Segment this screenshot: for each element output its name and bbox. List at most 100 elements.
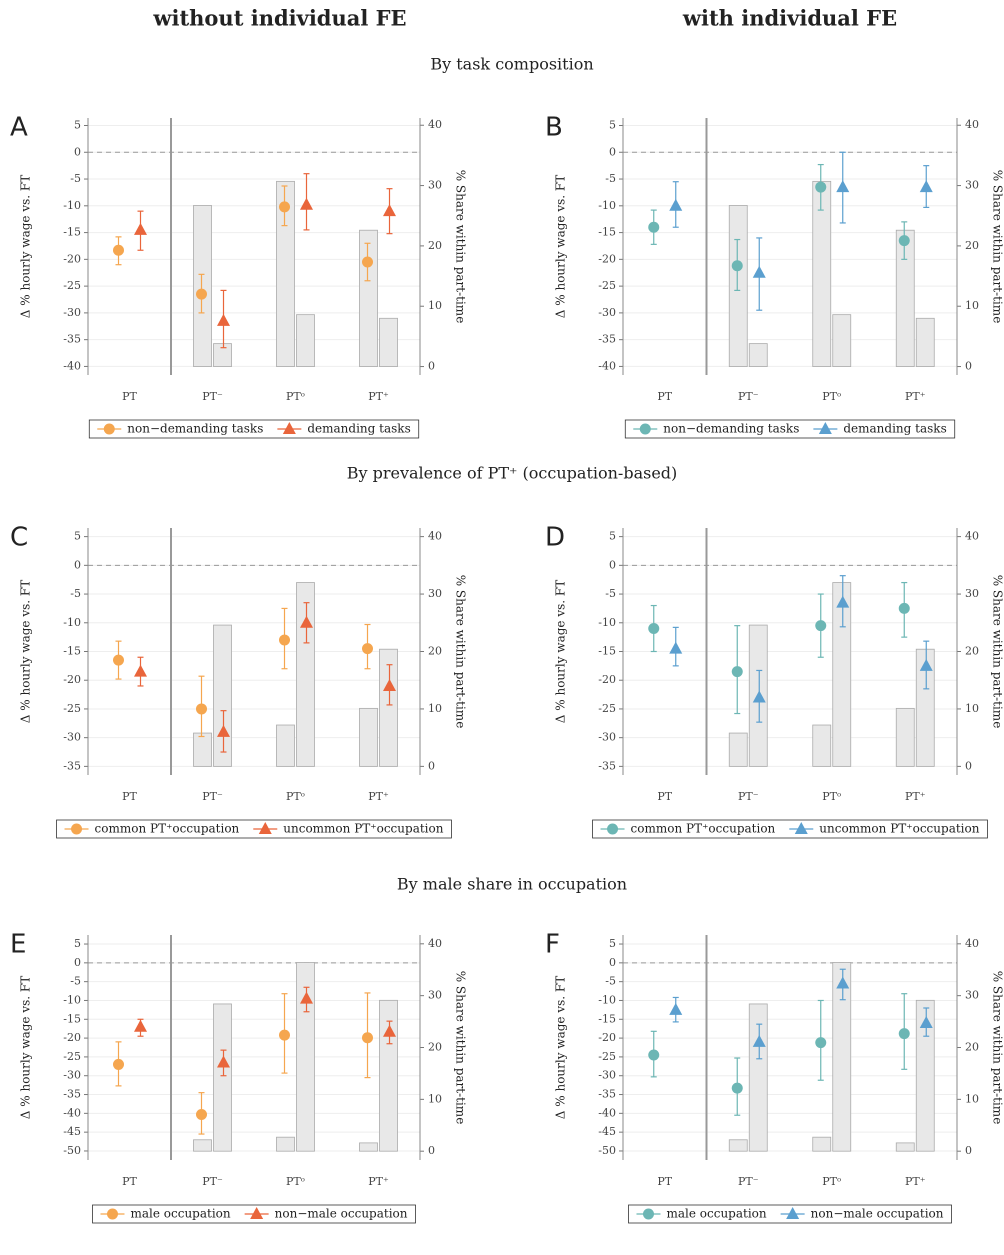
x-tick-label: PT⁻ [202,790,223,803]
point [113,654,124,666]
point [815,1037,827,1049]
legend-marker [794,822,808,834]
y-tick-label: -40 [598,1106,616,1119]
x-tick-label: PT⁺ [905,390,926,403]
bar [359,229,378,367]
bar [379,317,398,367]
legend-label: demanding tasks [307,422,410,436]
panel-label: B [545,113,563,143]
legend: male occupation non−male occupation [92,1204,416,1224]
point [898,235,910,247]
point [731,1082,743,1094]
y-tick-label: -50 [598,1144,616,1157]
legend-box [88,419,420,439]
y-tick-label: -5 [70,172,81,185]
x-tick-label: PT⁻ [738,1175,759,1188]
point [383,678,396,691]
point [217,724,230,737]
y-tick-label: -25 [63,702,81,715]
bar [379,648,398,767]
panel-label: E [10,930,26,960]
point [362,643,373,655]
bar [193,732,212,767]
legend-marker [786,1207,800,1219]
y-tick-label: -10 [598,616,616,629]
bar [812,724,832,767]
x-tick-label: PT⁻ [202,390,223,403]
y2-axis-label: % Share within part-time [991,575,1004,729]
x-tick-label: PTᵒ [822,1175,841,1188]
bar [915,999,935,1152]
y2-tick-label: 30 [965,989,979,1002]
bar [895,1142,915,1152]
legend-marker [250,1207,264,1219]
y2-tick-label: 30 [428,587,442,600]
legend-marker [258,822,272,834]
y2-tick-label: 40 [965,937,979,950]
x-tick-label: PTᵒ [286,790,305,803]
point [919,1016,933,1029]
y2-axis-label: % Share within part-time [454,575,468,729]
bar [193,1139,212,1152]
point [648,221,660,233]
point [113,244,124,256]
point [113,1058,124,1070]
point [752,265,766,278]
column-title: without individual FE [152,6,406,31]
bar [276,180,295,367]
bar [296,314,315,367]
legend: male occupation non−male occupation [628,1204,952,1224]
y2-tick-label: 0 [965,360,972,373]
point [362,1032,373,1044]
y-tick-label: -30 [63,731,81,744]
y2-tick-label: 20 [965,645,979,658]
legend-label: non−male occupation [275,1207,408,1221]
y-tick-label: 5 [609,937,616,950]
legend-marker [607,823,619,835]
y-tick-label: -25 [63,279,81,292]
y2-tick-label: 40 [965,118,979,131]
y-tick-label: -45 [63,1125,81,1138]
point [669,1002,683,1015]
x-tick-label: PT⁺ [368,790,389,803]
y2-tick-label: 10 [428,1092,442,1105]
y-tick-label: 5 [609,530,616,543]
bar [296,582,315,767]
y2-tick-label: 20 [428,645,442,658]
section-title: By task composition [430,55,593,74]
bar [832,962,852,1152]
x-tick-label: PT⁻ [738,390,759,403]
point [134,222,147,235]
point [279,201,290,213]
bar [213,343,232,367]
bar [728,205,748,367]
x-tick-label: PT⁻ [202,1175,223,1188]
y2-tick-label: 20 [428,239,442,252]
point [217,313,230,326]
y2-tick-label: 0 [965,1144,972,1157]
y-tick-label: -20 [598,252,616,265]
y-tick-label: -5 [70,975,81,988]
bar [832,582,852,767]
y-tick-label: 0 [609,145,616,158]
panel-label: D [545,523,565,553]
y-tick-label: -5 [605,587,616,600]
point [815,181,827,193]
y-tick-label: -30 [598,731,616,744]
y2-tick-label: 0 [428,360,435,373]
y2-axis-label: % Share within part-time [454,971,468,1125]
legend-label: common PT⁺occupation [631,822,776,836]
y2-tick-label: 0 [428,759,435,772]
y-tick-label: -25 [63,1050,81,1063]
y-tick-label: -15 [63,645,81,658]
point [300,615,313,628]
legend-label: non−demanding tasks [127,422,263,436]
y-tick-label: -25 [598,1050,616,1063]
bar [359,707,378,767]
y-axis-label: Δ % hourly wage vs. FT [19,175,33,318]
y2-tick-label: 40 [965,530,979,543]
y2-tick-label: 30 [428,179,442,192]
point [898,602,910,614]
bar [213,624,232,767]
bar [915,648,935,767]
